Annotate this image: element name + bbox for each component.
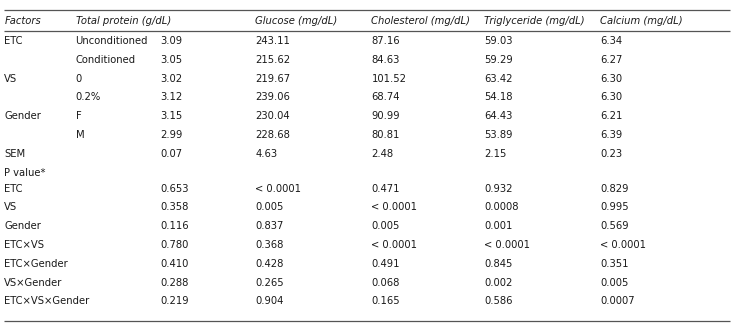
Text: 0.995: 0.995	[600, 202, 629, 213]
Text: < 0.0001: < 0.0001	[371, 202, 418, 213]
Text: Triglyceride (mg/dL): Triglyceride (mg/dL)	[484, 16, 585, 26]
Text: ETC: ETC	[4, 36, 23, 46]
Text: 0.471: 0.471	[371, 184, 400, 193]
Text: 0.837: 0.837	[255, 221, 284, 231]
Text: 0.368: 0.368	[255, 240, 284, 250]
Text: 228.68: 228.68	[255, 130, 291, 140]
Text: 0.358: 0.358	[160, 202, 189, 213]
Text: 4.63: 4.63	[255, 149, 277, 159]
Text: 54.18: 54.18	[484, 92, 513, 102]
Text: < 0.0001: < 0.0001	[371, 240, 418, 250]
Text: Conditioned: Conditioned	[76, 55, 136, 65]
Text: 0.351: 0.351	[600, 259, 629, 269]
Text: 3.09: 3.09	[160, 36, 182, 46]
Text: 0.904: 0.904	[255, 296, 284, 306]
Text: 0.932: 0.932	[484, 184, 513, 193]
Text: 0.288: 0.288	[160, 278, 189, 288]
Text: 243.11: 243.11	[255, 36, 291, 46]
Text: 0.653: 0.653	[160, 184, 189, 193]
Text: ETC×VS×Gender: ETC×VS×Gender	[4, 296, 90, 306]
Text: < 0.0001: < 0.0001	[255, 184, 302, 193]
Text: 101.52: 101.52	[371, 74, 407, 84]
Text: 3.05: 3.05	[160, 55, 182, 65]
Text: 0.265: 0.265	[255, 278, 284, 288]
Text: 6.39: 6.39	[600, 130, 622, 140]
Text: 6.21: 6.21	[600, 111, 622, 121]
Text: 63.42: 63.42	[484, 74, 513, 84]
Text: 0.586: 0.586	[484, 296, 513, 306]
Text: 80.81: 80.81	[371, 130, 400, 140]
Text: 0.005: 0.005	[600, 278, 629, 288]
Text: 59.29: 59.29	[484, 55, 513, 65]
Text: 0.829: 0.829	[600, 184, 629, 193]
Text: 3.02: 3.02	[160, 74, 182, 84]
Text: 6.34: 6.34	[600, 36, 622, 46]
Text: 0.116: 0.116	[160, 221, 189, 231]
Text: 0.491: 0.491	[371, 259, 400, 269]
Text: Unconditioned: Unconditioned	[76, 36, 148, 46]
Text: Gender: Gender	[4, 111, 41, 121]
Text: 64.43: 64.43	[484, 111, 513, 121]
Text: ETC: ETC	[4, 184, 23, 193]
Text: F: F	[76, 111, 81, 121]
Text: 87.16: 87.16	[371, 36, 400, 46]
Text: 90.99: 90.99	[371, 111, 400, 121]
Text: SEM: SEM	[4, 149, 26, 159]
Text: 59.03: 59.03	[484, 36, 513, 46]
Text: Gender: Gender	[4, 221, 41, 231]
Text: 84.63: 84.63	[371, 55, 400, 65]
Text: 0.001: 0.001	[484, 221, 513, 231]
Text: Calcium (mg/dL): Calcium (mg/dL)	[600, 16, 683, 26]
Text: 0.569: 0.569	[600, 221, 629, 231]
Text: 0.005: 0.005	[255, 202, 284, 213]
Text: 3.15: 3.15	[160, 111, 182, 121]
Text: ETC×VS: ETC×VS	[4, 240, 44, 250]
Text: 0.845: 0.845	[484, 259, 513, 269]
Text: Glucose (mg/dL): Glucose (mg/dL)	[255, 16, 338, 26]
Text: 0.005: 0.005	[371, 221, 400, 231]
Text: 0.410: 0.410	[160, 259, 189, 269]
Text: 2.48: 2.48	[371, 149, 393, 159]
Text: 219.67: 219.67	[255, 74, 291, 84]
Text: Total protein (g/dL): Total protein (g/dL)	[76, 16, 171, 26]
Text: 0.23: 0.23	[600, 149, 622, 159]
Text: 239.06: 239.06	[255, 92, 291, 102]
Text: 6.30: 6.30	[600, 74, 622, 84]
Text: 3.12: 3.12	[160, 92, 182, 102]
Text: VS: VS	[4, 74, 18, 84]
Text: M: M	[76, 130, 84, 140]
Text: 53.89: 53.89	[484, 130, 513, 140]
Text: 0.07: 0.07	[160, 149, 182, 159]
Text: 6.27: 6.27	[600, 55, 622, 65]
Text: 6.30: 6.30	[600, 92, 622, 102]
Text: 0.0008: 0.0008	[484, 202, 519, 213]
Text: 0.002: 0.002	[484, 278, 513, 288]
Text: ETC×Gender: ETC×Gender	[4, 259, 68, 269]
Text: 0.0007: 0.0007	[600, 296, 635, 306]
Text: Cholesterol (mg/dL): Cholesterol (mg/dL)	[371, 16, 470, 26]
Text: 2.99: 2.99	[160, 130, 182, 140]
Text: P value*: P value*	[4, 167, 46, 178]
Text: 0.165: 0.165	[371, 296, 400, 306]
Text: 2.15: 2.15	[484, 149, 506, 159]
Text: Factors: Factors	[4, 16, 41, 26]
Text: 0: 0	[76, 74, 82, 84]
Text: < 0.0001: < 0.0001	[600, 240, 647, 250]
Text: 0.068: 0.068	[371, 278, 400, 288]
Text: 215.62: 215.62	[255, 55, 291, 65]
Text: 230.04: 230.04	[255, 111, 290, 121]
Text: 0.2%: 0.2%	[76, 92, 101, 102]
Text: 0.219: 0.219	[160, 296, 189, 306]
Text: 0.780: 0.780	[160, 240, 189, 250]
Text: VS×Gender: VS×Gender	[4, 278, 63, 288]
Text: < 0.0001: < 0.0001	[484, 240, 531, 250]
Text: VS: VS	[4, 202, 18, 213]
Text: 0.428: 0.428	[255, 259, 284, 269]
Text: 68.74: 68.74	[371, 92, 400, 102]
